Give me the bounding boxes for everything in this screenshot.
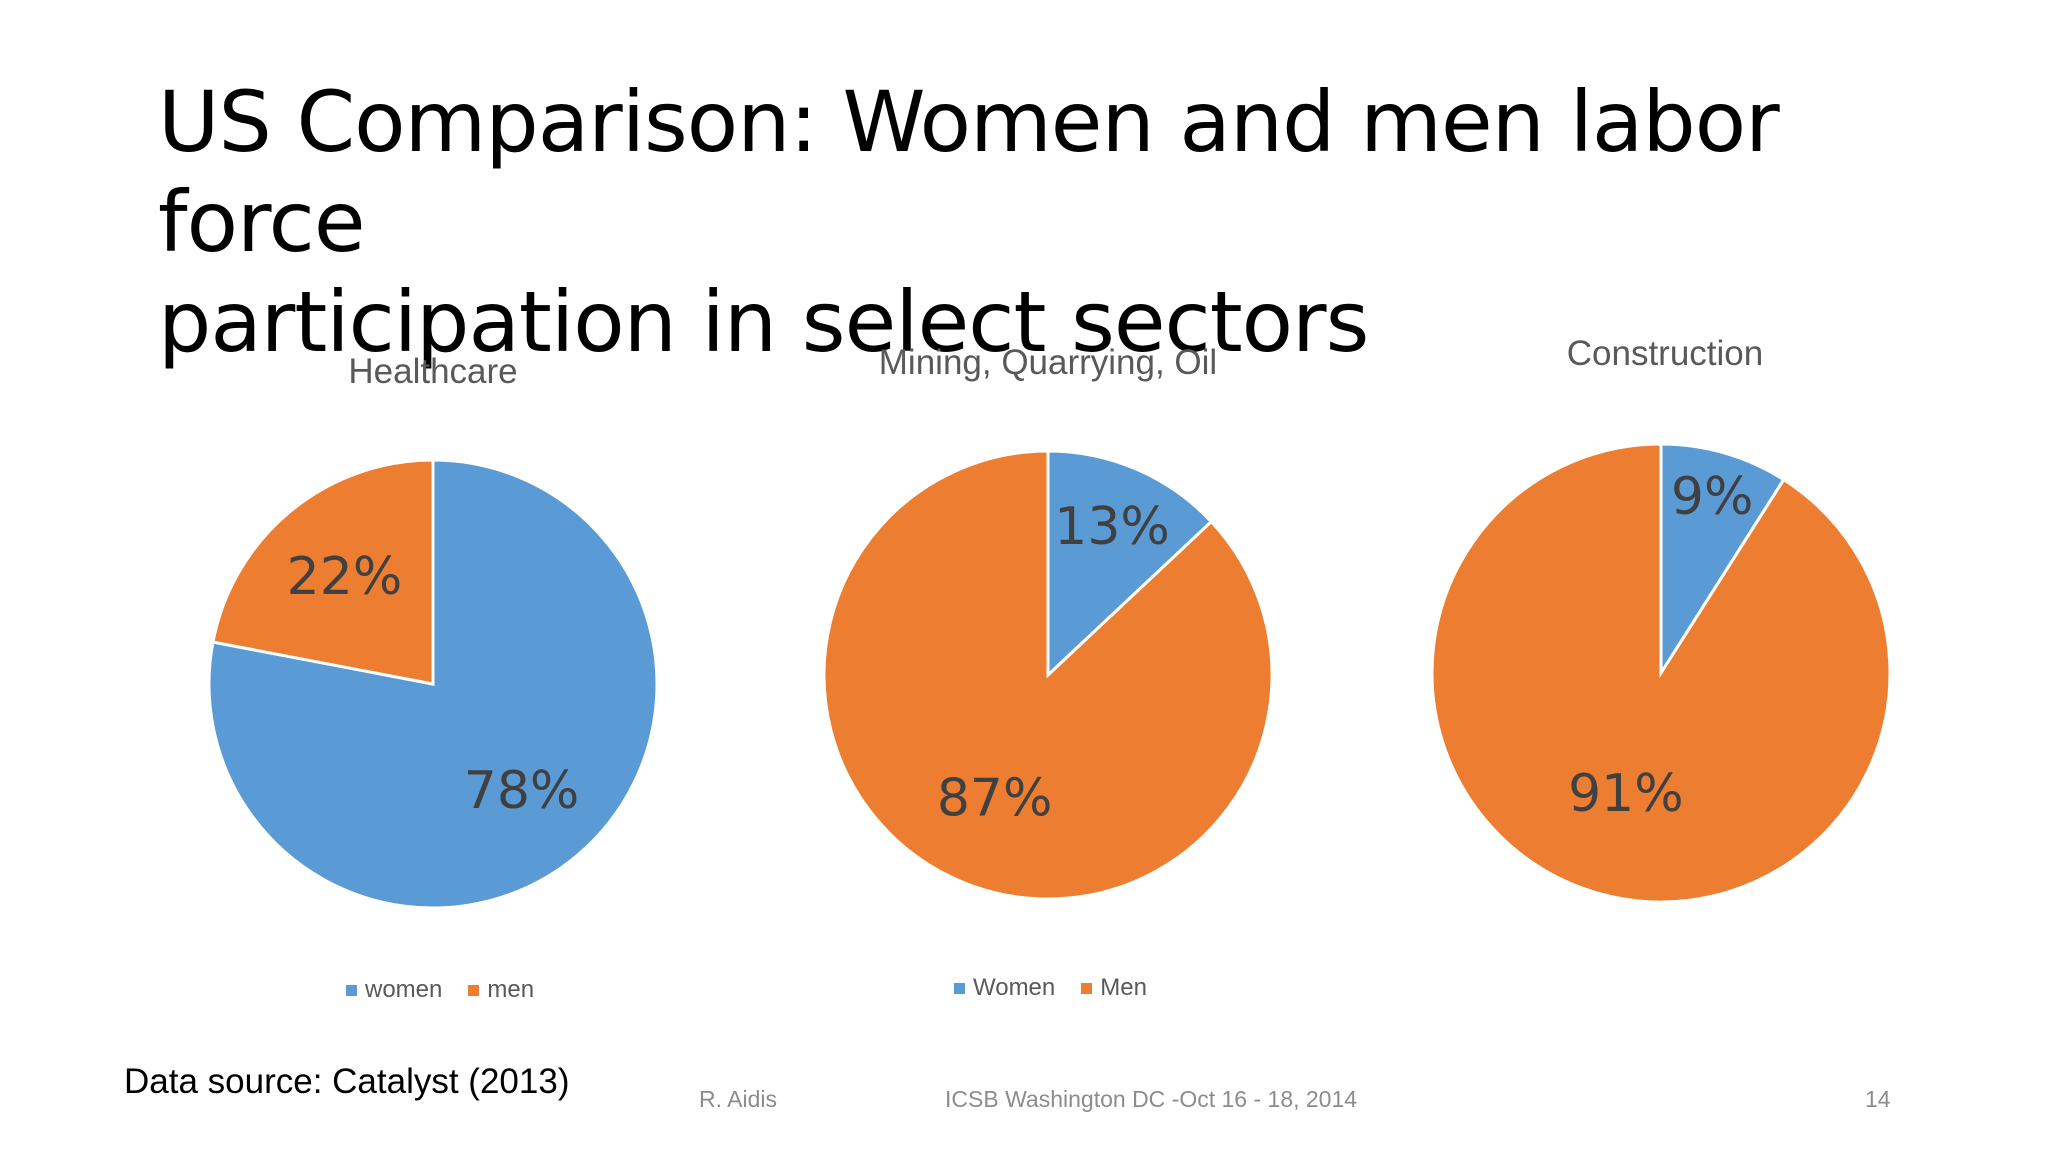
legend-swatch-women bbox=[346, 984, 357, 996]
legend-label-women: women bbox=[365, 976, 443, 1003]
legend-swatch-women bbox=[954, 982, 965, 994]
pie-slice-men bbox=[1430, 442, 1892, 904]
legend-item-women: Women bbox=[954, 974, 1055, 1002]
legend-label-women: Women bbox=[973, 974, 1056, 1001]
slide-title-line-1: US Comparison: Women and men labor force bbox=[158, 73, 1780, 271]
pie-slice-women bbox=[1046, 449, 1214, 679]
legend-item-women: women bbox=[346, 976, 442, 1004]
footer-author: R. Aidis bbox=[699, 1086, 777, 1112]
legend-label-men: men bbox=[487, 976, 535, 1003]
legend-swatch-men bbox=[468, 984, 480, 996]
chart-title-healthcare: Healthcare bbox=[348, 352, 518, 391]
pie-chart-construction: 9% 91% bbox=[1430, 442, 1892, 904]
legend-item-men: men bbox=[468, 976, 534, 1004]
slide-title: US Comparison: Women and men labor force… bbox=[158, 72, 1958, 372]
chart-title-construction: Construction bbox=[1566, 334, 1764, 373]
slide-title-line-2: participation in select sectors bbox=[158, 273, 1369, 371]
legend-label-men: Men bbox=[1100, 974, 1147, 1001]
footer-event: ICSB Washington DC -Oct 16 - 18, 2014 bbox=[945, 1086, 1358, 1112]
pie-slice-women bbox=[1659, 442, 1786, 679]
data-label-men: 91% bbox=[1568, 764, 1684, 824]
data-label-women: 9% bbox=[1671, 467, 1754, 527]
pie-chart-mining: 13% 87% bbox=[822, 449, 1274, 901]
data-label-men: 22% bbox=[287, 547, 403, 607]
footer-page-number: 14 bbox=[1865, 1086, 1891, 1112]
legend-healthcare: women men bbox=[346, 976, 534, 1004]
pie-slice-men bbox=[822, 449, 1274, 901]
data-label-women: 78% bbox=[464, 761, 580, 821]
data-label-women: 13% bbox=[1054, 497, 1170, 557]
legend-swatch-men bbox=[1081, 982, 1093, 994]
data-source: Data source: Catalyst (2013) bbox=[124, 1062, 570, 1101]
pie-slice-men bbox=[211, 458, 435, 686]
pie-chart-healthcare: 78% 22% bbox=[207, 458, 659, 910]
chart-title-mining: Mining, Quarrying, Oil bbox=[878, 343, 1218, 382]
data-label-men: 87% bbox=[937, 768, 1053, 828]
legend-mining: Women Men bbox=[954, 974, 1147, 1002]
legend-item-men: Men bbox=[1081, 974, 1147, 1002]
